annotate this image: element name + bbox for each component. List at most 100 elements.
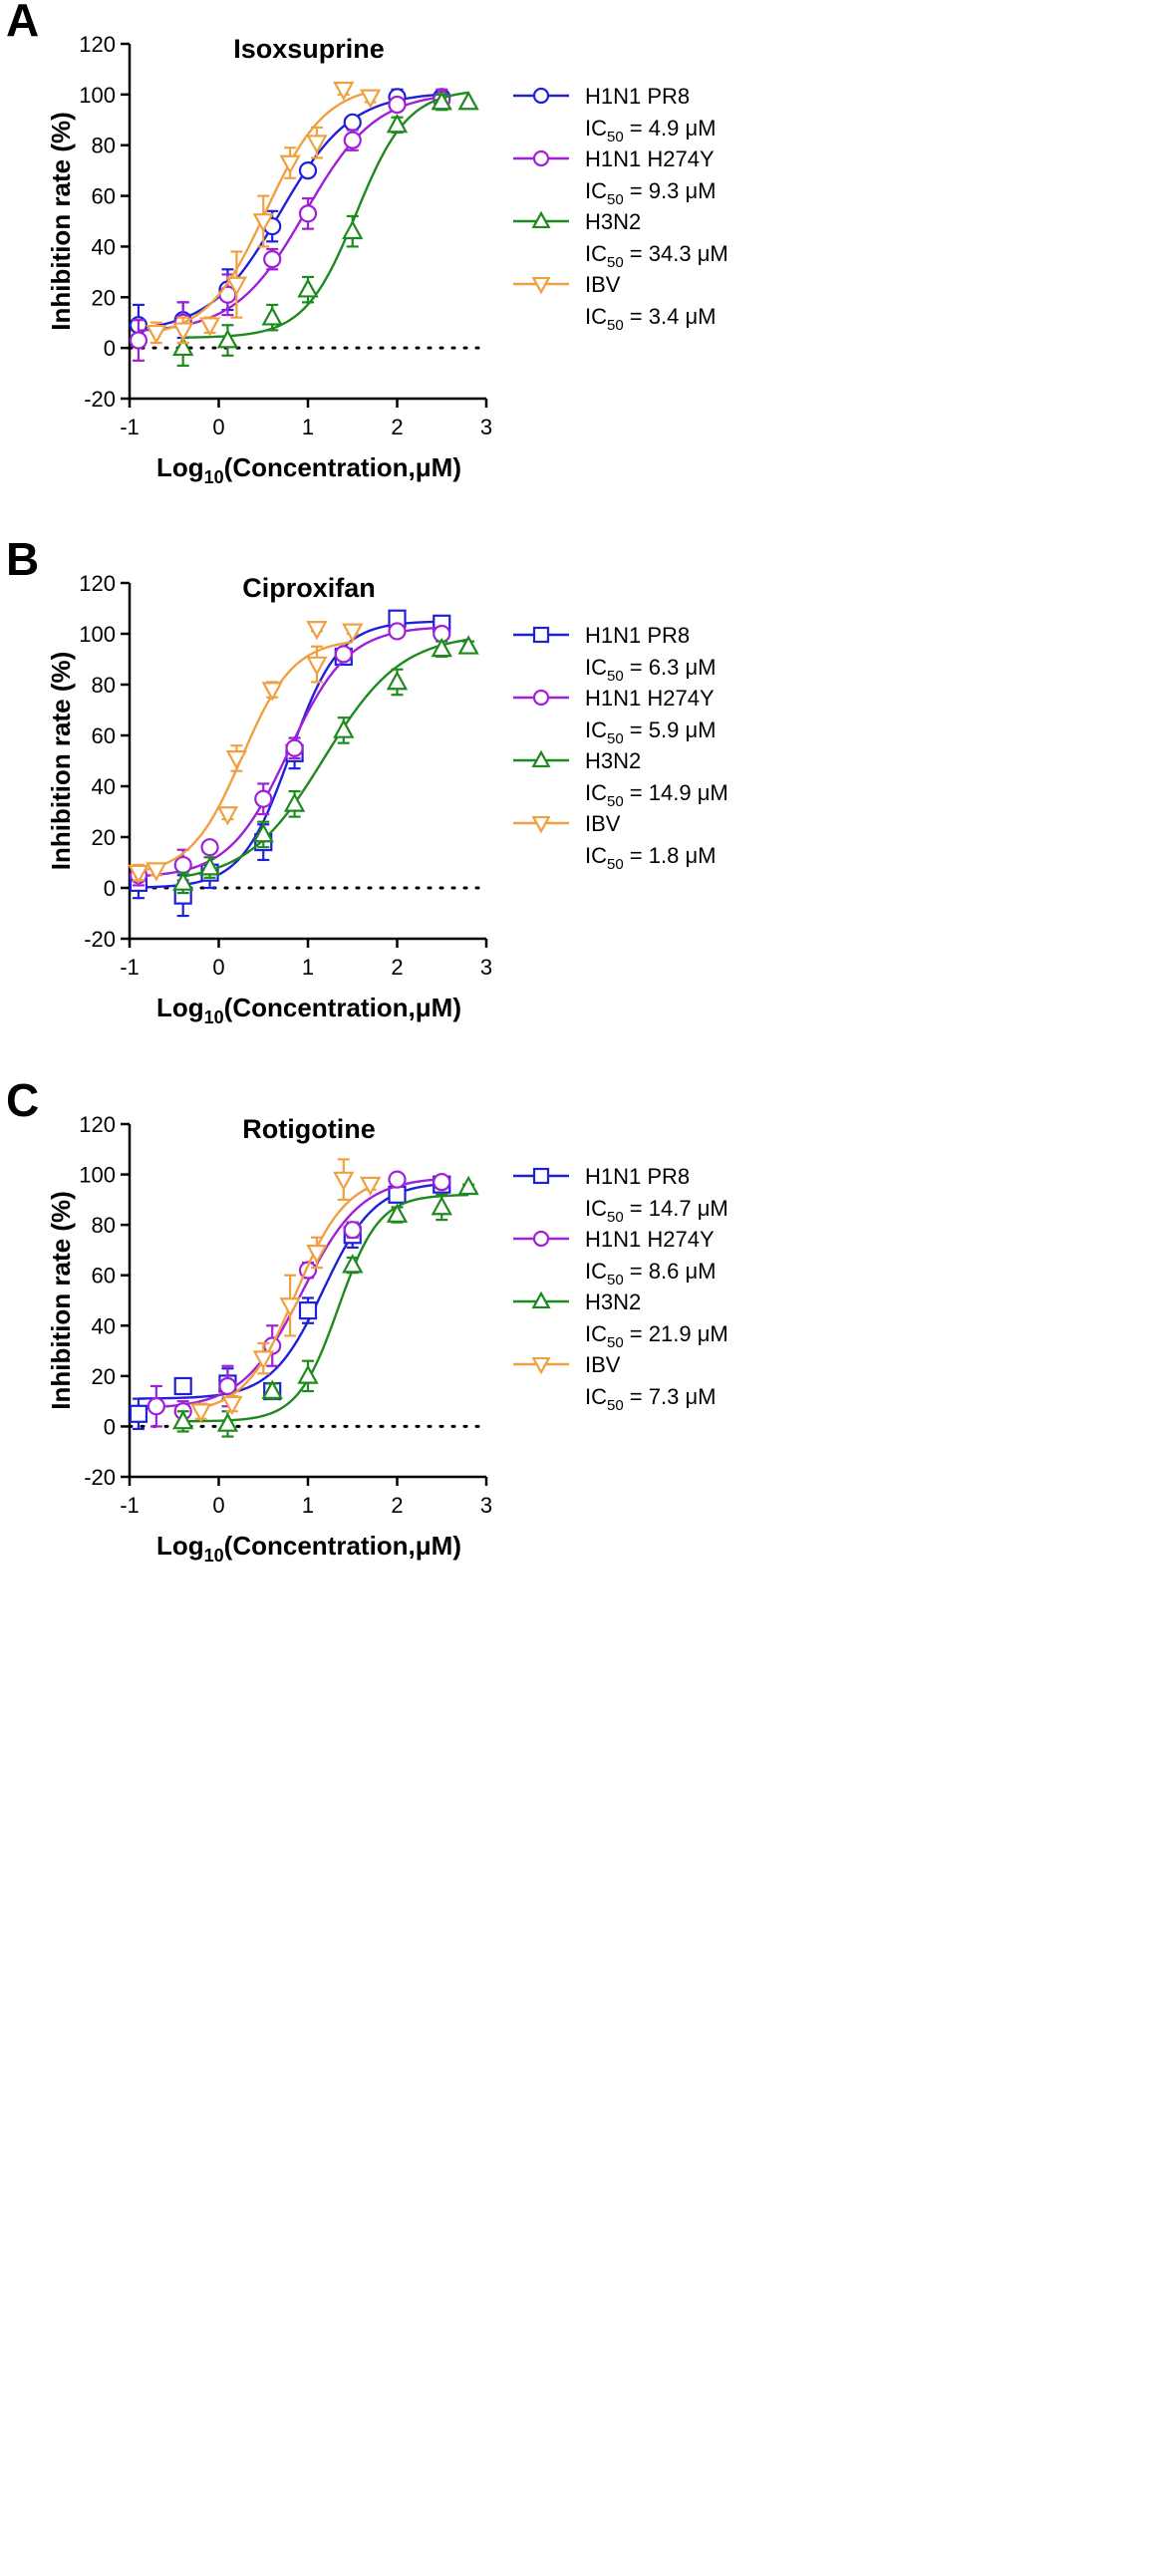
- x-axis-label: Log10(Concentration,μM): [156, 452, 461, 487]
- y-tick-label: 100: [79, 622, 116, 647]
- legend-entry: H1N1 PR8 IC50 = 4.9 μM: [513, 84, 716, 145]
- legend-marker-icon: [531, 749, 551, 768]
- ic50-value: = 5.9 μM: [624, 717, 717, 742]
- ic50-label: IC: [585, 717, 607, 742]
- legend-series-name: IBV: [585, 811, 621, 836]
- y-tick-label: -20: [84, 387, 116, 412]
- data-point: [306, 135, 328, 154]
- ic50-subscript: 50: [607, 129, 624, 145]
- data-point: [306, 620, 328, 641]
- ic50-value: = 4.9 μM: [624, 116, 717, 141]
- data-point: [388, 1170, 407, 1189]
- x-axis-label-prefix: Log: [156, 452, 204, 482]
- x-tick-label: 2: [391, 1493, 403, 1518]
- legend-ic50: IC50 = 6.3 μM: [585, 655, 716, 685]
- ic50-value: = 9.3 μM: [624, 178, 717, 203]
- legend-marker-icon: [531, 1290, 551, 1309]
- legend-ic50: IC50 = 3.4 μM: [585, 304, 716, 334]
- data-point: [431, 1195, 452, 1216]
- data-point: [433, 1173, 451, 1192]
- panel-c: C Rotigotine -20 0 20 40 60 80 100 120 -1 0 1 2 3 Inhib…: [6, 1074, 728, 1566]
- data-point: [342, 1254, 364, 1274]
- y-tick-label: 60: [92, 1264, 116, 1288]
- y-tick-label: -20: [84, 927, 116, 952]
- data-point: [146, 324, 167, 345]
- data-point: [225, 750, 248, 770]
- x-tick-label: 1: [302, 415, 314, 439]
- data-point: [359, 89, 382, 109]
- x-tick-label: 0: [212, 955, 224, 980]
- data-point: [333, 1171, 355, 1192]
- x-tick-label: 0: [212, 415, 224, 439]
- chart-title: Isoxsuprine: [233, 34, 385, 64]
- y-tick-label: 40: [92, 1313, 116, 1338]
- legend-series-name: IBV: [585, 272, 621, 297]
- ic50-value: = 3.4 μM: [624, 304, 717, 329]
- ic50-subscript: 50: [607, 1334, 624, 1351]
- legend-entry: IBV IC50 = 7.3 μM: [513, 1352, 716, 1414]
- x-tick-label: -1: [120, 955, 140, 980]
- y-tick-label: 60: [92, 184, 116, 209]
- ic50-value: = 14.9 μM: [624, 780, 728, 805]
- legend-marker-icon: [532, 626, 550, 644]
- y-tick-label: 120: [79, 1112, 116, 1137]
- y-tick-label: 40: [92, 774, 116, 799]
- data-point: [128, 864, 149, 885]
- x-axis-label: Log10(Concentration,μM): [156, 1531, 461, 1566]
- ic50-subscript: 50: [607, 191, 624, 208]
- series-h3n2: [172, 1175, 479, 1438]
- data-point: [343, 131, 362, 149]
- data-point: [386, 113, 409, 134]
- legend-entry: H3N2 IC50 = 34.3 μM: [513, 209, 728, 271]
- legend-marker-icon: [532, 149, 550, 167]
- y-tick-label: 60: [92, 723, 116, 748]
- legend-series-name: H3N2: [585, 1289, 641, 1314]
- panel-b: B Ciproxifan -20 0 20 40 60 80 100 120 -1 0 1 2 3 Inhib…: [6, 533, 728, 1027]
- x-tick-label: 1: [302, 955, 314, 980]
- legend-series-name: H1N1 PR8: [585, 623, 690, 648]
- legend-marker-icon: [532, 689, 550, 707]
- ic50-label: IC: [585, 116, 607, 141]
- ic50-label: IC: [585, 1196, 607, 1221]
- data-point: [279, 154, 301, 174]
- legend-ic50: IC50 = 14.7 μM: [585, 1196, 728, 1226]
- legend-entry: IBV IC50 = 3.4 μM: [513, 272, 716, 334]
- x-tick-label: 2: [391, 415, 403, 439]
- legend-entry: H1N1 PR8 IC50 = 14.7 μM: [513, 1164, 728, 1226]
- data-point: [334, 645, 353, 664]
- legend-entry: H1N1 H274Y IC50 = 8.6 μM: [513, 1227, 716, 1288]
- legend-entry: H1N1 H274Y IC50 = 9.3 μM: [513, 146, 716, 208]
- legend-series-name: H1N1 PR8: [585, 1164, 690, 1189]
- x-tick-label: 3: [480, 1493, 492, 1518]
- data-point: [254, 789, 273, 808]
- series-h3n2: [172, 91, 479, 368]
- data-point: [333, 718, 355, 738]
- series-ibv: [189, 1158, 382, 1423]
- data-point: [386, 670, 409, 691]
- ic50-label: IC: [585, 304, 607, 329]
- data-point: [252, 1350, 274, 1370]
- x-axis-label-suffix: (Concentration,μM): [224, 993, 461, 1022]
- data-point: [283, 792, 306, 812]
- ic50-label: IC: [585, 1259, 607, 1284]
- data-point: [216, 806, 239, 826]
- data-point: [129, 1404, 148, 1423]
- legend-marker-icon: [532, 87, 550, 105]
- data-point: [173, 855, 192, 875]
- data-point: [333, 81, 355, 102]
- ic50-subscript: 50: [607, 856, 624, 873]
- ic50-subscript: 50: [607, 793, 624, 810]
- legend-ic50: IC50 = 8.6 μM: [585, 1259, 716, 1288]
- y-tick-label: 0: [104, 336, 116, 361]
- ic50-value: = 21.9 μM: [624, 1321, 728, 1346]
- x-tick-label: 0: [212, 1493, 224, 1518]
- data-point: [146, 1397, 165, 1416]
- x-axis-label-suffix: (Concentration,μM): [224, 452, 461, 482]
- panel-letter: A: [6, 0, 39, 46]
- data-point: [200, 838, 219, 857]
- data-point: [457, 635, 479, 655]
- x-tick-label: 3: [480, 955, 492, 980]
- y-tick-label: 100: [79, 83, 116, 108]
- data-point: [279, 1297, 301, 1317]
